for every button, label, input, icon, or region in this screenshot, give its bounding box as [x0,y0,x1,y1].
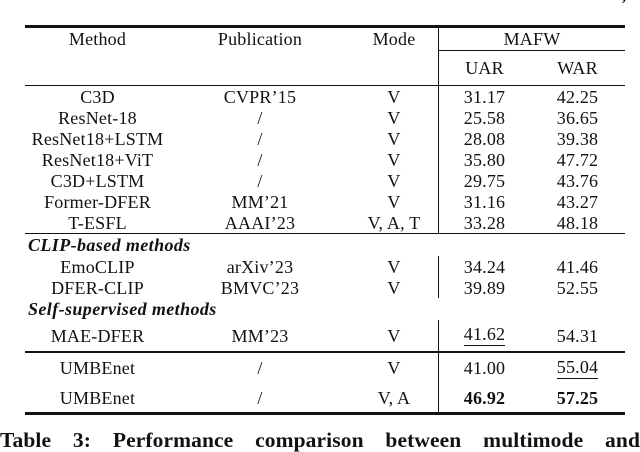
publication-cell: / [257,358,263,379]
table-header-row: Method Publication Mode MAFW [25,27,625,51]
table-subheader-row: UAR WAR [25,50,625,85]
war-cell: 48.18 [556,212,599,233]
mode-cell: V [387,170,401,191]
war-cell: 55.04 [556,356,599,379]
section-header-row: CLIP-based methods [25,234,625,256]
method-cell: ResNet-18 [58,107,137,128]
column-header-uar: UAR [438,50,530,85]
war-cell: 54.31 [556,325,599,346]
war-cell: 52.55 [556,277,599,298]
method-cell: T-ESFL [68,212,127,233]
uar-cell: 33.28 [438,212,530,234]
method-cell: MAE-DFER [50,325,145,346]
uar-cell: 29.75 [438,170,530,192]
mode-cell: V, A, T [367,212,421,233]
uar-cell: 25.58 [438,107,530,129]
method-cell: Former-DFER [44,191,151,212]
publication-cell: / [257,387,263,408]
publication-cell: / [257,170,263,191]
mode-cell: V [387,191,401,212]
column-header-mode: Mode [372,29,416,50]
table-row: C3D CVPR’15 V 31.17 42.25 [25,86,625,108]
section-label: Self-supervised methods [28,299,217,320]
war-cell: 47.72 [556,149,599,170]
mode-cell: V [387,128,401,149]
table-row: Former-DFER MM’21 V 31.16 43.27 [25,191,625,213]
uar-cell: 34.24 [438,256,530,278]
publication-cell: arXiv’23 [226,256,294,277]
method-cell: C3D [80,86,115,107]
mode-cell: V [387,107,401,128]
section-divider-rule [25,233,625,235]
table-top-rule [25,25,625,28]
table-row: DFER-CLIP BMVC’23 V 39.89 52.55 [25,277,625,299]
column-header-method: Method [68,29,127,50]
mode-cell: V [387,149,401,170]
war-cell: 41.46 [556,256,599,277]
war-cell: 39.38 [556,128,599,149]
method-cell: EmoCLIP [60,256,135,277]
table-row: UMBEnet / V 41.00 55.04 [25,353,625,384]
publication-cell: / [257,128,263,149]
table-bottom-rule [25,412,625,415]
uar-cell: 31.17 [438,86,530,108]
war-cell: 43.76 [556,170,599,191]
publication-cell: / [257,149,263,170]
uar-cell: 31.16 [438,191,530,213]
column-group-header-mafw: MAFW [438,27,625,51]
method-cell: ResNet18+ViT [41,149,154,170]
publication-cell: MM’21 [231,191,289,212]
table-row: MAE-DFER MM’23 V 41.62 54.31 [25,320,625,352]
publication-cell: BMVC’23 [220,277,300,298]
results-table: Method Publication Mode MAFW UAR WAR C3D… [25,25,625,415]
ours-divider-rule [25,351,625,354]
table-caption: Table 3: Performance comparison between … [0,428,640,452]
mode-cell: V [387,277,401,298]
uar-cell: 41.62 [438,320,530,352]
uar-cell: 35.80 [438,149,530,171]
section-label: CLIP-based methods [28,235,191,256]
method-cell: DFER-CLIP [51,277,144,298]
method-cell: ResNet18+LSTM [31,128,164,149]
publication-cell: MM’23 [231,325,289,346]
uar-cell: 28.08 [438,128,530,150]
uar-cell: 39.89 [438,277,530,299]
section-header-row: Self-supervised methods [25,298,625,320]
table-row: ResNet18+LSTM / V 28.08 39.38 [25,128,625,150]
mode-cell: V [387,325,401,346]
method-cell: C3D+LSTM [50,170,145,191]
column-header-publication: Publication [217,29,303,50]
publication-cell: / [257,107,263,128]
uar-cell: 46.92 [438,383,530,413]
mode-cell: V, A [377,387,411,408]
column-header-war: WAR [557,57,598,78]
cutoff-text-fragment: ’ [621,0,627,13]
mode-cell: V [387,86,401,107]
mode-cell: V [387,358,401,379]
table-row: EmoCLIP arXiv’23 V 34.24 41.46 [25,256,625,278]
table-row: C3D+LSTM / V 29.75 43.76 [25,170,625,192]
header-divider-rule [25,84,625,87]
table-row: ResNet18+ViT / V 35.80 47.72 [25,149,625,171]
war-cell: 42.25 [556,86,599,107]
publication-cell: CVPR’15 [223,86,297,107]
war-cell: 57.25 [556,387,599,408]
method-cell: UMBEnet [59,387,136,408]
table-row: T-ESFL AAAI’23 V, A, T 33.28 48.18 [25,212,625,234]
mode-cell: V [387,256,401,277]
table-row: ResNet-18 / V 25.58 36.65 [25,107,625,129]
war-cell: 43.27 [556,191,599,212]
war-cell: 36.65 [556,107,599,128]
uar-cell: 41.00 [438,353,530,384]
method-cell: UMBEnet [59,358,136,379]
publication-cell: AAAI’23 [224,212,296,233]
table-row: UMBEnet / V, A 46.92 57.25 [25,383,625,413]
